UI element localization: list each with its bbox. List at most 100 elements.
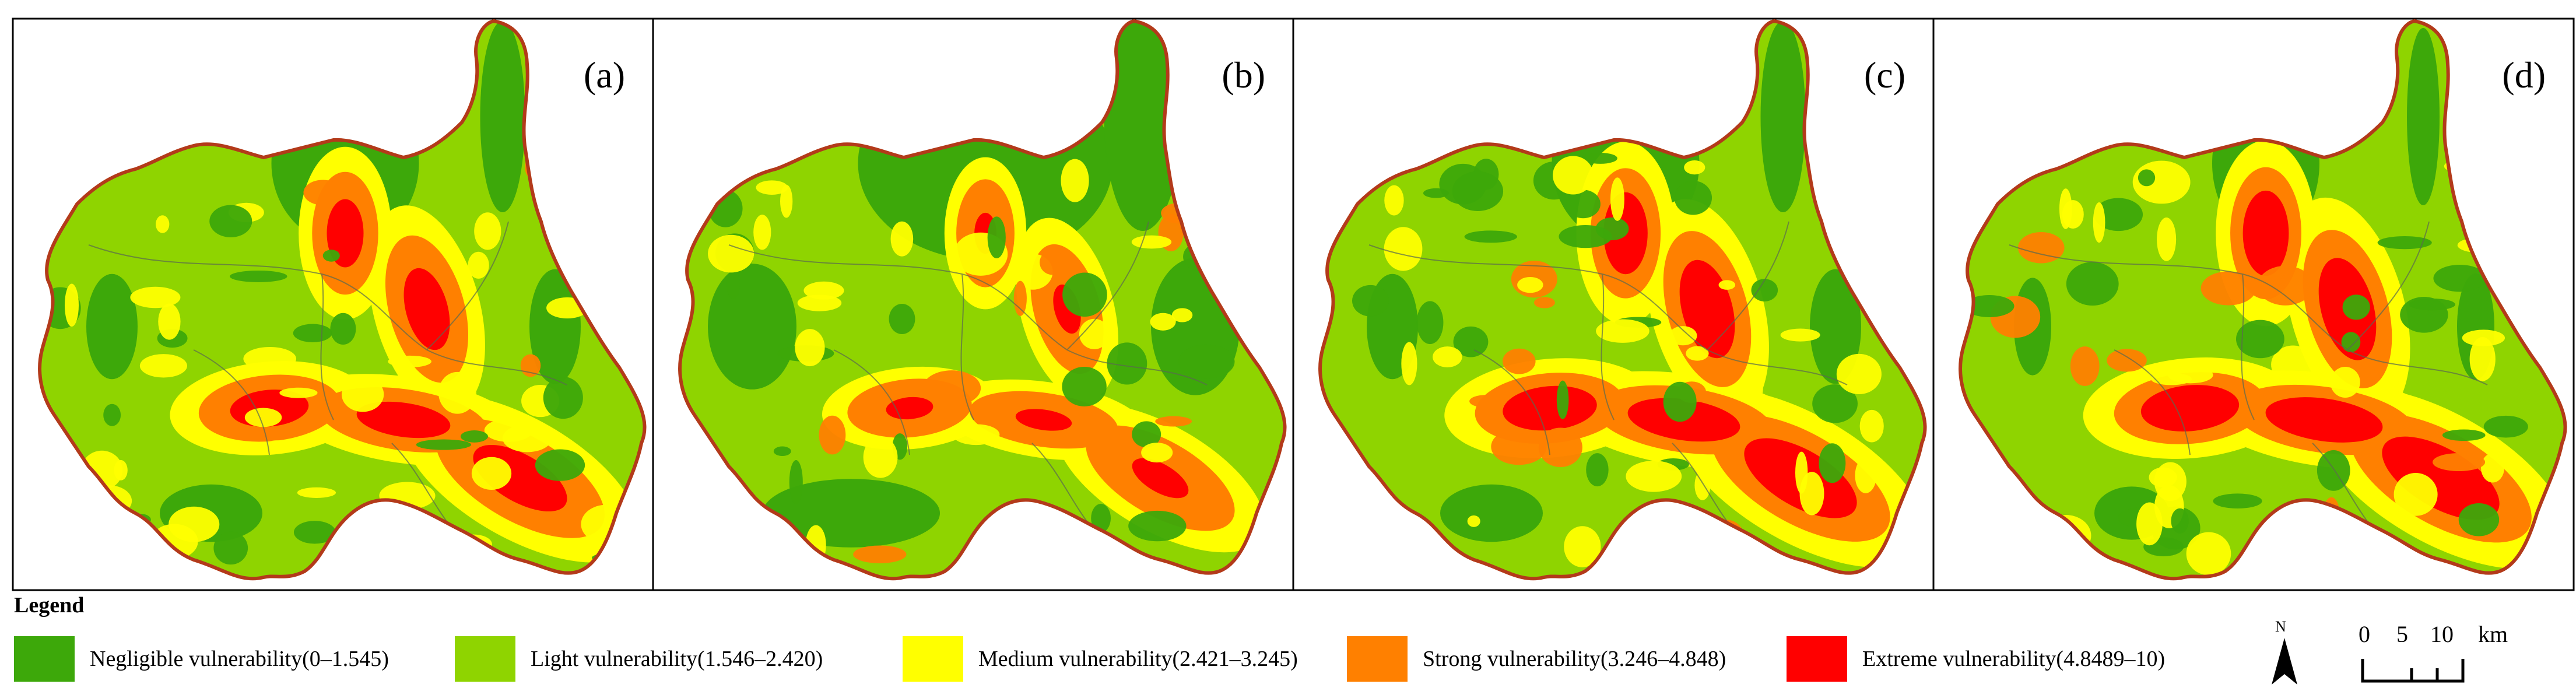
patch: [2258, 265, 2314, 306]
patch: [279, 387, 318, 398]
legend-label: Negligible vulnerability(0–1.545): [90, 647, 389, 671]
patch: [1859, 409, 1884, 443]
legend-item-1: Negligible vulnerability(0–1.545): [14, 636, 389, 682]
patch: [1686, 346, 1709, 361]
patch: [2093, 202, 2105, 243]
patch: [1091, 504, 1111, 533]
north-arrow: N: [2267, 618, 2302, 688]
patch: [1812, 384, 1858, 423]
patch: [1503, 348, 1536, 374]
extreme-zone: [886, 397, 933, 420]
patch: [2171, 508, 2189, 534]
patch: [952, 424, 1000, 446]
patch: [2149, 467, 2177, 487]
north-label: N: [2275, 618, 2286, 635]
negligible-zone: [1810, 269, 1861, 384]
patch: [1566, 190, 1601, 219]
patch: [2377, 236, 2432, 250]
patch: [1684, 160, 1705, 175]
patch: [1674, 180, 1712, 215]
patch: [1384, 185, 1404, 216]
patch: [341, 377, 384, 412]
patch: [1559, 225, 1612, 248]
patch: [2469, 337, 2496, 381]
patch: [922, 370, 981, 406]
district-boundaries: [88, 221, 567, 549]
patch: [1742, 374, 1763, 404]
patch: [2138, 169, 2156, 187]
patch: [1467, 515, 1480, 527]
patch: [1596, 319, 1650, 343]
patch: [1061, 159, 1089, 202]
legend-label: Extreme vulnerability(4.8489–10): [1862, 647, 2166, 671]
legend-swatch: [14, 636, 75, 682]
negligible-zone: [480, 21, 525, 212]
patch: [2066, 262, 2119, 306]
patch: [756, 180, 788, 195]
patch: [520, 354, 541, 377]
patch: [1819, 443, 1846, 483]
patch: [2481, 453, 2505, 483]
patch: [1416, 301, 1444, 345]
map-panel-d: (d): [1932, 17, 2575, 591]
patch: [1141, 443, 1173, 463]
map-panel-b: (b): [652, 17, 1294, 591]
patch: [1586, 453, 1609, 487]
patch: [209, 205, 252, 238]
patch: [1517, 277, 1543, 293]
patch: [2342, 294, 2370, 320]
patch: [789, 460, 803, 504]
patch: [1178, 344, 1235, 379]
patch: [2059, 188, 2072, 229]
patch: [1718, 280, 1736, 290]
patch: [156, 215, 170, 233]
patch: [1538, 427, 1582, 467]
legend-title: Legend: [14, 593, 85, 618]
patch: [708, 234, 754, 273]
legend-item-2: Light vulnerability(1.546–2.420): [455, 636, 823, 682]
panel-label: (d): [2502, 54, 2546, 96]
patch: [1453, 326, 1489, 357]
patch: [1836, 353, 1882, 395]
district-boundaries: [2009, 221, 2488, 549]
patch: [2186, 532, 2231, 576]
negligible-zone: [708, 264, 796, 390]
patch: [853, 545, 907, 563]
patch: [2271, 345, 2315, 384]
patch: [1107, 342, 1147, 385]
patch: [1150, 313, 1176, 331]
scale-tick-5: 5: [2396, 621, 2408, 647]
patch: [543, 376, 583, 419]
scale-bar: 0 5 10 km: [2256, 612, 2571, 694]
legend-swatch: [1347, 636, 1408, 682]
patch: [2433, 265, 2486, 292]
scale-unit: km: [2478, 621, 2508, 647]
patch: [1464, 230, 1517, 243]
patch: [1626, 461, 1682, 492]
patch: [2341, 332, 2361, 352]
patch: [2157, 218, 2177, 261]
legend-item-5: Extreme vulnerability(4.8489–10): [1787, 636, 2165, 682]
patch: [1469, 395, 1505, 408]
patch: [780, 184, 793, 218]
patch: [130, 286, 181, 308]
patch: [388, 355, 431, 368]
patch: [471, 457, 512, 490]
patch: [863, 436, 898, 478]
patch: [1610, 177, 1624, 221]
patch: [987, 216, 1006, 259]
patch: [330, 313, 356, 345]
extreme-zone: [327, 199, 364, 268]
patch: [1780, 328, 1820, 342]
district-boundaries: [1368, 221, 1848, 549]
patch: [2330, 367, 2360, 398]
patch: [265, 440, 289, 451]
patch: [2483, 415, 2528, 438]
patch: [1669, 326, 1697, 346]
patch: [1128, 510, 1187, 542]
extreme-zone: [2140, 385, 2240, 432]
patch: [1062, 272, 1107, 317]
patch: [535, 449, 585, 481]
patch: [293, 521, 336, 544]
patch: [2317, 450, 2350, 491]
